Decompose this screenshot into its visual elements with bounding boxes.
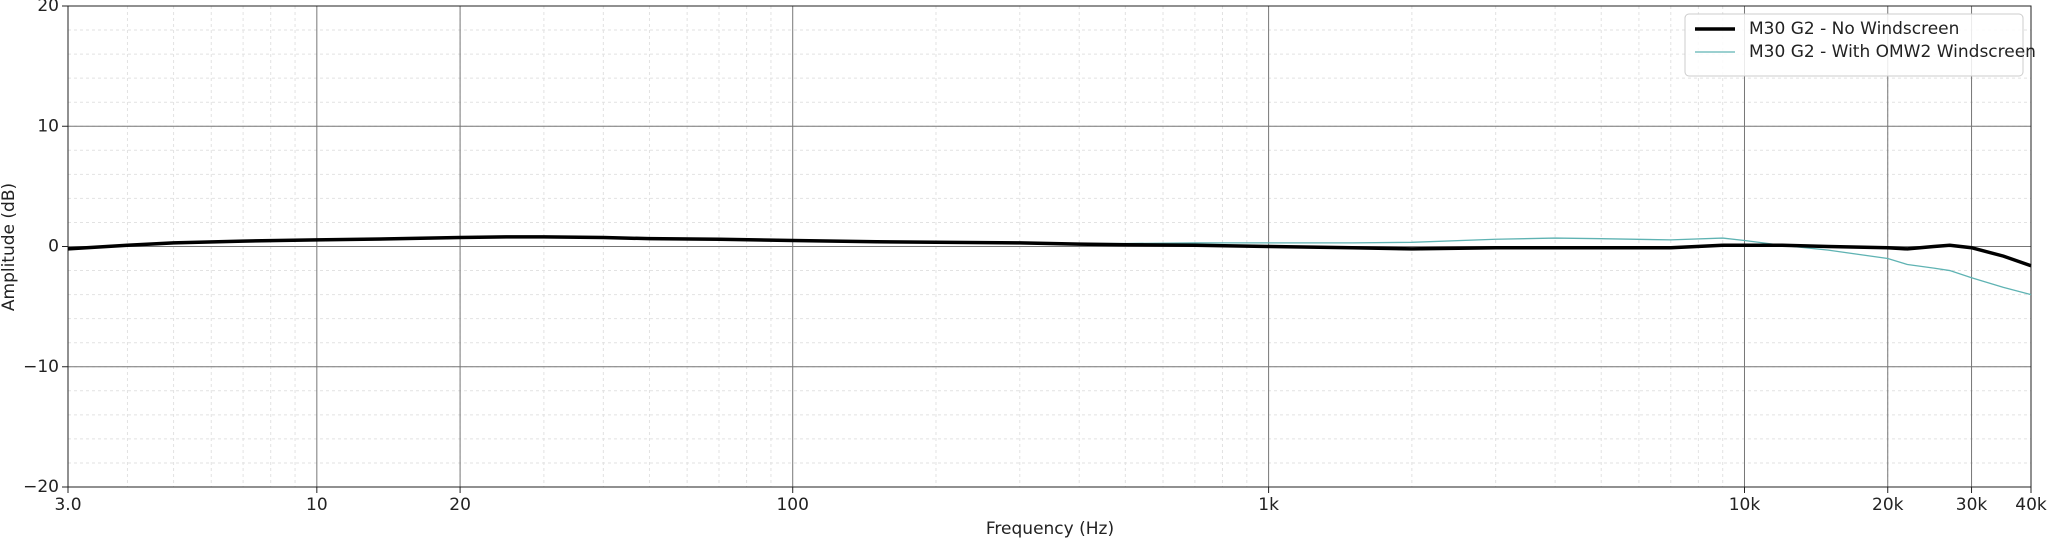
legend: M30 G2 - No Windscreen M30 G2 - With OMW2… [1684,13,2036,77]
legend-label: M30 G2 - With OMW2 Windscreen [1749,42,2036,62]
y-tick-label: 10 [37,116,59,136]
y-tick-label: −10 [23,357,59,377]
x-tick-label: 20k [1872,495,1904,515]
x-tick-label: 100 [776,495,808,515]
legend-label: M30 G2 - No Windscreen [1749,19,1959,39]
line [67,235,2032,268]
y-tick-label: 0 [48,237,59,257]
x-tick-label: 40k [2015,495,2047,515]
plot-frame [67,5,2032,488]
legend-box [1684,13,2024,77]
x-tick-label: 30k [1956,495,1988,515]
y-tick-label: −20 [23,477,59,497]
y-axis-label: Amplitude (dB) [0,183,19,311]
x-tick-label: 3.0 [54,495,81,515]
x-tick-label: 10 [306,495,328,515]
x-tick-label: 10k [1729,495,1761,515]
y-tick-label: 20 [37,0,59,16]
x-axis-label: Frequency (Hz) [986,519,1114,538]
x-tick-label: 1k [1258,495,1279,515]
x-tick-label: 20 [449,495,471,515]
